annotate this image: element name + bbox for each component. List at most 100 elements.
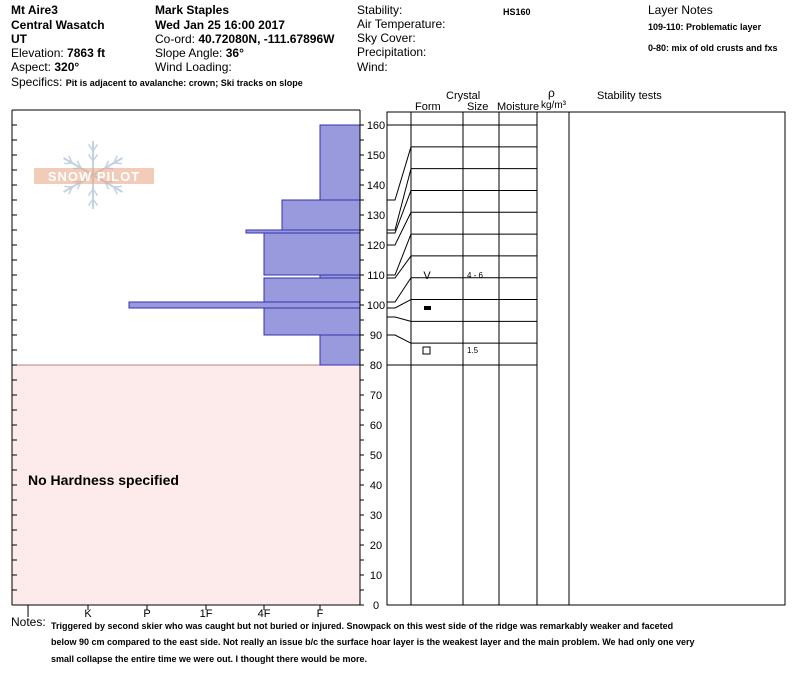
snowflake-branch bbox=[64, 185, 73, 188]
no-hardness-region bbox=[11, 364, 361, 606]
snowflake-branch bbox=[113, 155, 118, 164]
height-tick-label: 110 bbox=[367, 270, 385, 282]
wind-label: Wind: bbox=[357, 60, 388, 74]
height-tick-label: 40 bbox=[370, 480, 382, 492]
snowflake-branch bbox=[92, 198, 99, 207]
snowflake-branch bbox=[104, 160, 110, 169]
logo-text: SNOW PILOT bbox=[48, 169, 140, 184]
density-symbol: ρ bbox=[548, 86, 555, 100]
no-hardness-label: No Hardness specified bbox=[28, 472, 179, 488]
layer-table: V 4 - 6 1.5 bbox=[386, 111, 786, 606]
snowflake-branch bbox=[64, 162, 73, 165]
notes-label: Notes: bbox=[11, 615, 46, 629]
crystal-form-surface-hoar: V bbox=[423, 270, 431, 282]
layer-connector bbox=[387, 316, 412, 322]
height-axis: 0 10 20 30 40 50 60 70 80 90 100 110 120 130 140 150 160 bbox=[359, 110, 385, 612]
stability-label: Stability: bbox=[357, 3, 403, 17]
stability-tests-header: Stability tests bbox=[597, 90, 662, 102]
height-tick-label: 60 bbox=[370, 420, 382, 432]
layer-connector bbox=[387, 233, 412, 276]
density-unit: kg/m³ bbox=[541, 100, 566, 111]
wind-loading-label: Wind Loading: bbox=[155, 60, 232, 74]
specifics-label: Specifics: bbox=[11, 75, 63, 89]
elevation-value: 7863 ft bbox=[67, 46, 106, 60]
hardness-bar bbox=[263, 277, 361, 303]
state-name: UT bbox=[11, 32, 27, 46]
datetime: Wed Jan 25 16:00 2017 bbox=[155, 18, 285, 32]
layer-connector bbox=[387, 190, 412, 234]
height-tick-label: 90 bbox=[370, 330, 382, 342]
x-tick-label: 1F bbox=[200, 608, 213, 620]
layer-connector bbox=[387, 255, 412, 279]
notes-line-1: Triggered by second skier who was caught… bbox=[51, 621, 674, 631]
layer-connector bbox=[387, 334, 412, 344]
hardness-bar bbox=[319, 124, 361, 201]
snowflake-branch bbox=[68, 155, 73, 164]
snowflake-branch bbox=[113, 185, 122, 188]
height-tick-label: 150 bbox=[367, 150, 385, 162]
snowflake-branch bbox=[87, 143, 94, 152]
precip-label: Precipitation: bbox=[357, 45, 427, 59]
layer-connector bbox=[387, 277, 412, 303]
snowflake-branch bbox=[87, 198, 94, 207]
specifics-value: Pit is adjacent to avalanche: crown; Ski… bbox=[65, 78, 303, 88]
notes-line-2: below 90 cm compared to the east side. N… bbox=[51, 637, 695, 647]
x-tick-label: P bbox=[143, 608, 150, 620]
observer: Mark Staples bbox=[155, 3, 230, 17]
snowflake-branch bbox=[92, 143, 99, 152]
aspect-label: Aspect: bbox=[11, 60, 52, 74]
coord-value: 40.72080N, -111.67896W bbox=[198, 32, 335, 46]
sky-cover-label: Sky Cover: bbox=[357, 31, 416, 45]
height-tick-label: 10 bbox=[370, 570, 382, 582]
layer-connector bbox=[387, 299, 412, 309]
aspect: Aspect: 320° bbox=[11, 60, 79, 74]
height-tick-label: 0 bbox=[373, 600, 379, 612]
slope-angle: Slope Angle: 36° bbox=[155, 46, 244, 60]
slope-value: 36° bbox=[225, 46, 244, 60]
snowflake-branch bbox=[113, 186, 118, 195]
height-tick-label: 70 bbox=[370, 390, 382, 402]
crystal-form-melt-freeze bbox=[424, 306, 431, 310]
air-temp-label: Air Temperature: bbox=[357, 17, 446, 31]
crystal-size: 1.5 bbox=[467, 346, 479, 355]
size-header: Size bbox=[467, 101, 489, 113]
height-tick-label: 50 bbox=[370, 450, 382, 462]
coord-label: Co-ord: bbox=[155, 32, 196, 46]
height-tick-label: 100 bbox=[367, 300, 385, 312]
height-tick-label: 160 bbox=[367, 120, 385, 132]
coordinates: Co-ord: 40.72080N, -111.67896W bbox=[155, 32, 334, 46]
layer-note-1: 109-110: Problematic layer bbox=[648, 22, 762, 32]
height-tick-label: 140 bbox=[367, 180, 385, 192]
hs-value: HS160 bbox=[503, 7, 531, 17]
hardness-bar bbox=[319, 334, 361, 366]
snowflake-branch bbox=[87, 188, 94, 197]
hardness-bar bbox=[263, 232, 361, 276]
x-tick-label: K bbox=[84, 608, 92, 620]
layer-table-frame bbox=[386, 111, 786, 606]
x-tick-label: 4F bbox=[258, 608, 271, 620]
location-name: Mt Aire3 bbox=[11, 3, 58, 17]
layer-notes-title: Layer Notes bbox=[648, 3, 713, 17]
crystal-form-faceted bbox=[422, 346, 431, 355]
hardness-panel: I K P 1F 4F F bbox=[11, 109, 361, 620]
notes-line-3: small collapse the entire time we were o… bbox=[51, 654, 368, 664]
snowpilot-logo: SNOW PILOT bbox=[34, 141, 154, 209]
snowflake-branch bbox=[68, 186, 73, 195]
snowflake-branch bbox=[87, 153, 94, 162]
layer-note-2: 0-80: mix of old crusts and fxs bbox=[648, 43, 778, 53]
height-tick-label: 120 bbox=[367, 240, 385, 252]
logo-band bbox=[34, 168, 154, 184]
moisture-header: Moisture bbox=[497, 101, 540, 113]
snowflake-branch bbox=[92, 188, 99, 197]
snowflake-branch bbox=[76, 160, 82, 169]
slope-label: Slope Angle: bbox=[155, 46, 223, 60]
hardness-bar bbox=[128, 301, 361, 309]
snowflake-branch bbox=[113, 162, 122, 165]
x-tick-label: I bbox=[26, 608, 29, 620]
layer-connector bbox=[387, 212, 412, 246]
elevation: Elevation: 7863 ft bbox=[11, 46, 105, 60]
crystal-header: Crystal bbox=[446, 90, 481, 102]
hardness-bar bbox=[281, 199, 361, 231]
layer-connector bbox=[387, 168, 412, 231]
